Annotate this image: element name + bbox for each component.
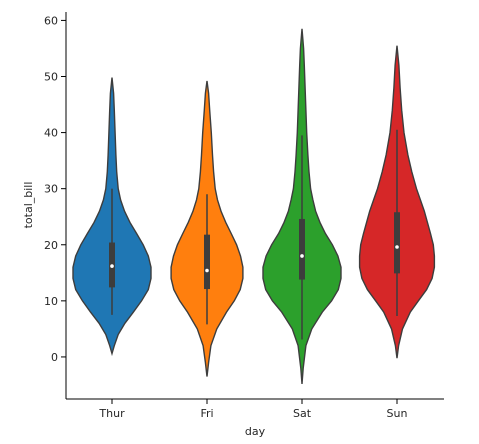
x-tick-label: Sat — [293, 407, 312, 420]
x-tick-label: Sun — [387, 407, 408, 420]
violin-fri — [170, 80, 244, 377]
violin-iqr-box — [204, 234, 210, 290]
y-axis: 0 10 20 30 40 50 60 — [44, 12, 67, 399]
x-tick-label: Thur — [98, 407, 125, 420]
violins-layer — [72, 28, 436, 384]
y-tick-label: 0 — [51, 351, 58, 364]
violin-thur — [72, 77, 152, 357]
violin-median-dot — [205, 268, 209, 273]
y-tick-label: 10 — [44, 295, 58, 308]
y-tick-label: 40 — [44, 127, 58, 140]
y-tick-label: 60 — [44, 14, 58, 27]
x-tick-label: Fri — [200, 407, 213, 420]
x-axis-title: day — [245, 425, 266, 438]
violin-median-dot — [395, 245, 399, 249]
violin-median-dot — [110, 264, 114, 268]
y-tick-label: 30 — [44, 183, 58, 196]
violin-iqr-box — [394, 212, 400, 274]
y-tick-label: 50 — [44, 71, 58, 84]
violin-iqr-box — [299, 218, 305, 280]
violin-sun — [358, 45, 436, 359]
violin-sat — [262, 28, 342, 384]
y-tick-label: 20 — [44, 239, 58, 252]
violin-median-dot — [300, 254, 304, 258]
y-axis-title: total_bill — [22, 182, 35, 229]
x-axis: Thur Fri Sat Sun — [66, 398, 444, 420]
